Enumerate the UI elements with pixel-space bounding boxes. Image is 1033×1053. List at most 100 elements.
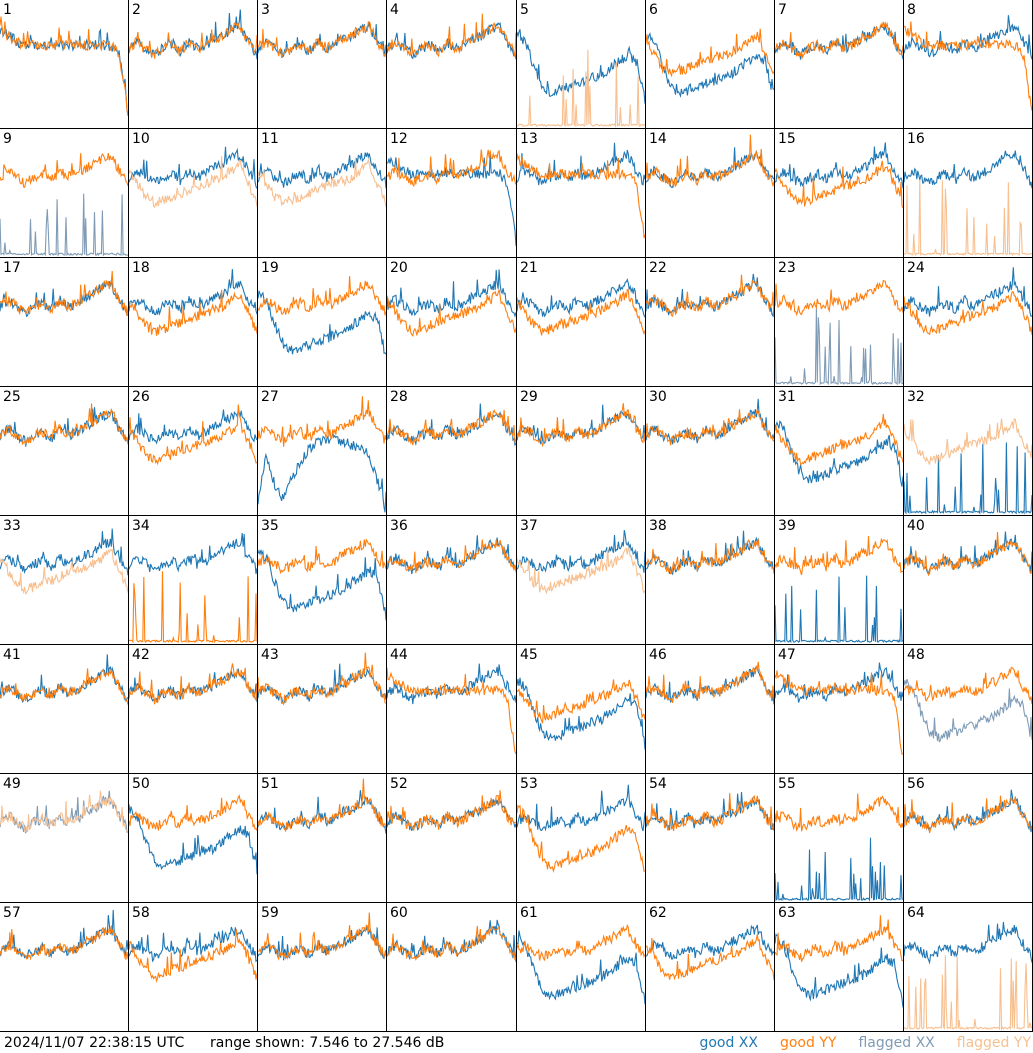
tile-plot xyxy=(646,134,774,188)
series-xx-good xyxy=(129,146,257,189)
tile-label: 13 xyxy=(520,131,538,147)
series-yy-good xyxy=(387,667,516,755)
series-yy-flagged xyxy=(258,157,386,208)
tile-8: 8 xyxy=(904,0,1033,129)
tile-label: 12 xyxy=(390,131,408,147)
tile-9: 9 xyxy=(0,129,129,258)
tile-label: 50 xyxy=(132,776,150,792)
series-xx-good xyxy=(775,662,903,703)
series-xx-good xyxy=(0,909,128,959)
series-yy-flagged xyxy=(904,179,1032,257)
tile-label: 30 xyxy=(649,389,667,405)
tile-label: 32 xyxy=(907,389,925,405)
tile-30: 30 xyxy=(646,387,775,516)
tile-label: 15 xyxy=(778,131,796,147)
tile-plot xyxy=(646,273,774,318)
tile-plot xyxy=(775,413,903,487)
tile-38: 38 xyxy=(646,516,775,645)
tile-label: 19 xyxy=(261,260,279,276)
legend: good XX good YY flagged XX flagged YY xyxy=(699,1033,1031,1053)
tile-label: 34 xyxy=(132,518,150,534)
tile-plot xyxy=(517,784,645,874)
legend-flagged-yy: flagged YY xyxy=(956,1035,1031,1051)
tile-51: 51 xyxy=(258,774,387,903)
tile-plot xyxy=(129,404,257,466)
tile-label: 18 xyxy=(132,260,150,276)
series-xx-good xyxy=(775,420,903,487)
tile-49: 49 xyxy=(0,774,129,903)
tile-label: 5 xyxy=(520,2,529,18)
tile-plot xyxy=(387,919,516,963)
tile-5: 5 xyxy=(517,0,646,129)
tile-43: 43 xyxy=(258,645,387,774)
series-yy-good xyxy=(0,16,128,116)
tile-plot xyxy=(258,21,386,59)
tile-label: 54 xyxy=(649,776,667,792)
series-yy-good xyxy=(517,403,645,448)
series-xx-good xyxy=(904,267,1032,317)
series-xx-good xyxy=(517,29,645,104)
tile-19: 19 xyxy=(258,258,387,387)
series-yy-good xyxy=(646,274,774,318)
tile-plot xyxy=(0,153,128,257)
series-yy-good xyxy=(517,288,645,336)
series-xx-good xyxy=(775,837,903,902)
tile-label: 39 xyxy=(778,518,796,534)
series-yy-good xyxy=(129,663,257,705)
series-xx-good xyxy=(904,531,1032,576)
tile-plot xyxy=(0,654,128,705)
tile-label: 10 xyxy=(132,131,150,147)
series-yy-good xyxy=(904,666,1032,705)
series-xx-good xyxy=(129,408,257,445)
tile-plot xyxy=(258,778,386,834)
tile-label: 36 xyxy=(390,518,408,534)
series-xx-good xyxy=(387,22,516,60)
tile-24: 24 xyxy=(904,258,1033,387)
series-yy-flagged xyxy=(517,546,645,595)
tile-label: 53 xyxy=(520,776,538,792)
tile-label: 40 xyxy=(907,518,925,534)
tile-label: 38 xyxy=(649,518,667,534)
tile-plot xyxy=(646,661,774,705)
tile-56: 56 xyxy=(904,774,1033,903)
tile-plot xyxy=(387,790,516,832)
series-xx-good xyxy=(258,290,386,355)
tile-plot xyxy=(129,269,257,336)
tile-plot xyxy=(646,924,774,981)
footer: 2024/11/07 22:38:15 UTC range shown: 7.5… xyxy=(0,1033,1033,1053)
series-xx-good xyxy=(775,142,903,189)
tile-label: 14 xyxy=(649,131,667,147)
tile-plot xyxy=(129,926,257,983)
series-yy-good xyxy=(775,670,903,755)
series-yy-good xyxy=(258,778,386,833)
tile-34: 34 xyxy=(129,516,258,645)
tile-6: 6 xyxy=(646,0,775,129)
tile-label: 43 xyxy=(261,647,279,663)
series-yy-flagged xyxy=(0,790,128,833)
legend-good-yy: good YY xyxy=(779,1035,837,1051)
series-yy-good xyxy=(646,934,774,981)
tile-label: 3 xyxy=(261,2,270,18)
series-yy-good xyxy=(646,661,774,704)
tile-plot xyxy=(775,915,903,1008)
tile-plot xyxy=(0,528,128,595)
tile-label: 26 xyxy=(132,389,150,405)
tile-35: 35 xyxy=(258,516,387,645)
tile-plot xyxy=(517,529,645,595)
tile-label: 23 xyxy=(778,260,796,276)
tile-4: 4 xyxy=(387,0,517,129)
series-yy-flagged xyxy=(904,417,1032,465)
series-yy-good xyxy=(387,149,516,188)
tile-label: 46 xyxy=(649,647,667,663)
tile-7: 7 xyxy=(775,0,904,129)
tile-60: 60 xyxy=(387,903,517,1032)
series-xx-good xyxy=(258,790,386,834)
tile-label: 21 xyxy=(520,260,538,276)
tile-label: 61 xyxy=(520,905,538,921)
series-yy-good xyxy=(646,408,774,446)
tile-plot xyxy=(517,677,645,750)
tile-label: 11 xyxy=(261,131,279,147)
tile-3: 3 xyxy=(258,0,387,129)
tile-label: 24 xyxy=(907,260,925,276)
